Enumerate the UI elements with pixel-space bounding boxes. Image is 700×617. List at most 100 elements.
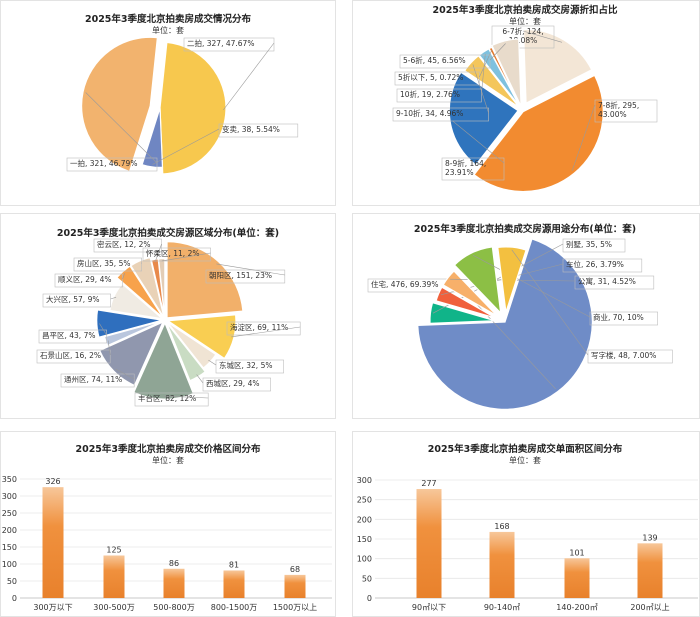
chart2-leader-2: [452, 120, 505, 164]
chart5-value-2: 86: [169, 559, 179, 568]
chart2-label-4: 10折, 19, 2.76%: [400, 89, 460, 99]
chart3-label-box-11: [93, 238, 162, 253]
chart1-label-box-1: [218, 123, 299, 138]
chart5-category-4: 1500万以上: [273, 603, 317, 612]
chart3-label-box-7: [38, 329, 107, 344]
chart6-value-2: 101: [569, 548, 584, 557]
chart6-bar-3: [637, 543, 663, 598]
chart5-value-1: 125: [106, 546, 121, 555]
chart6-category-0: 90㎡以下: [412, 603, 446, 612]
chart3-leader-6: [107, 340, 111, 356]
chart5-ytick-6: 300: [2, 492, 17, 501]
chart3-slice-9: [116, 265, 164, 319]
chart2-label-5: 5折以下, 5, 0.72%: [398, 72, 463, 82]
chart1-label-box-2: [66, 157, 158, 172]
chart3-label-box-10: [73, 257, 142, 272]
chart2-slice-1: [473, 74, 604, 193]
chart5-bar-1: [103, 555, 125, 598]
chart6-category-1: 90-140㎡: [484, 603, 520, 612]
chart3-title: 2025年3季度北京拍卖成交房源区域分布(单位：套): [57, 227, 279, 239]
chart3-leader-5: [115, 368, 135, 380]
chart5-bar-0: [42, 487, 64, 598]
chart3-label-box-3: [202, 377, 271, 392]
chart3-label-5: 通州区, 74, 11%: [64, 374, 122, 384]
chart6-ytick-3: 150: [357, 535, 372, 544]
chart3-leader-8: [110, 296, 117, 300]
chart2-slice-6: [491, 38, 522, 107]
chart3-label-4: 丰台区, 82, 12%: [138, 393, 196, 403]
chart3-label-box-1: [226, 321, 301, 336]
chart4-label-0: 住宅, 476, 69.39%: [371, 279, 438, 289]
chart5-value-4: 68: [290, 565, 300, 574]
chart4-label-box-2: [562, 258, 643, 273]
chart6-category-3: 200㎡以上: [630, 603, 669, 612]
chart2-leader-1: [571, 104, 596, 171]
chart3-label-0: 朝阳区, 151, 23%: [209, 271, 272, 280]
chart3-label-12: 怀柔区, 11, 2%: [146, 248, 199, 258]
chart5-ytick-2: 100: [2, 560, 17, 569]
chart1-leader-1: [152, 128, 220, 165]
chart2-slice-2: [448, 71, 519, 166]
chart3-slice-1: [166, 314, 237, 360]
chart5-category-2: 500-800万: [153, 603, 194, 612]
chart5-bar-4: [284, 574, 306, 598]
chart3-label-box-0: [205, 269, 286, 284]
chart6-ytick-4: 200: [357, 515, 372, 524]
chart2-label-box-4: [396, 88, 482, 103]
chart4-label-box-1: [562, 238, 626, 253]
chart1-leader-2: [85, 92, 158, 164]
chart6-value-3: 139: [642, 533, 657, 542]
chart3-leader-4: [163, 395, 209, 399]
chart1-label-0: 二拍, 327, 47.67%: [187, 38, 254, 48]
chart4-slice-5: [497, 246, 527, 313]
chart3-leader-2: [208, 359, 217, 366]
chart3-slice-10: [130, 256, 165, 318]
chart1-subtitle: 单位：套: [152, 25, 184, 35]
chart3-label-box-6: [36, 349, 111, 364]
chart2-label-3: 9-10折, 34, 4.96%: [396, 108, 463, 118]
chart6-ytick-2: 100: [357, 555, 372, 564]
chart3-label-box-9: [54, 273, 123, 288]
chart3-label-10: 房山区, 35, 5%: [77, 258, 130, 268]
chart5-ytick-7: 350: [2, 475, 17, 484]
chart6-bar-2: [564, 558, 590, 598]
chart5-bar-3: [223, 570, 245, 598]
chart6-bar-1: [489, 531, 515, 598]
chart4-leader-4: [472, 255, 591, 318]
chart3-label-11: 密云区, 12, 2%: [97, 239, 150, 249]
chart4-leader-5: [511, 249, 589, 356]
chart6-ytick-1: 50: [362, 574, 372, 583]
chart3-label-8: 大兴区, 57, 9%: [46, 294, 99, 304]
chart2-slice-5: [488, 46, 521, 107]
chart5-value-0: 326: [45, 477, 60, 486]
chart2-label-box-6: [399, 54, 491, 69]
chart2-label-1: 7-8折, 295, 43.00%: [598, 100, 639, 119]
chart4-label-4: 商业, 70, 10%: [593, 312, 644, 322]
chart5-bar-2: [163, 568, 185, 598]
chart3-leader-7: [99, 323, 107, 336]
chart1-slice-1: [141, 107, 164, 168]
chart2-subtitle: 单位：套: [509, 16, 541, 26]
chart3-label-box-8: [42, 293, 111, 308]
chart2-leader-3: [472, 64, 489, 114]
chart1-slice-0: [159, 41, 227, 175]
chart2-leader-6: [489, 43, 506, 61]
chart3-leader-11: [154, 243, 162, 262]
chart6-ytick-6: 300: [357, 476, 372, 485]
chart3-slice-8: [109, 283, 165, 320]
chart3-leader-12: [161, 252, 211, 262]
chart1-slice-2: [80, 36, 159, 173]
chart4-slice-1: [429, 301, 496, 324]
chart3-slice-7: [96, 309, 163, 338]
chart2-slice-3: [463, 54, 520, 108]
chart5-category-1: 300-500万: [93, 603, 134, 612]
chart3-label-box-12: [142, 247, 211, 262]
chart3-label-3: 西城区, 29, 4%: [206, 379, 259, 388]
chart3-leader-9: [122, 273, 125, 280]
chart6-category-2: 140-200㎡: [556, 603, 597, 612]
chart2-leader-4: [481, 53, 486, 95]
chart3-label-9: 顺义区, 29, 4%: [58, 275, 111, 284]
chart4-label-box-4: [589, 311, 658, 326]
chart1-label-box-0: [183, 37, 275, 52]
